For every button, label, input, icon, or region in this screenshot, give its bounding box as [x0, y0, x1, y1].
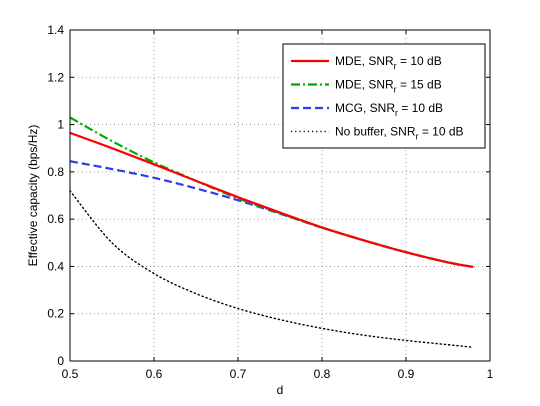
x-tick-label: 0.6 — [146, 367, 163, 381]
y-tick-label: 0.4 — [47, 259, 64, 273]
legend-entry-label: No buffer, SNRr = 10 dB — [335, 125, 464, 142]
legend-entry-label: MDE, SNRr = 10 dB — [335, 54, 442, 71]
axis-ticks: 0.5 0.6 0.7 0.8 0.9 1 0 0.2 0.4 0.6 0.8 1 1.2 1.4 — [47, 23, 493, 381]
y-tick-label: 0.8 — [47, 165, 64, 179]
x-tick-label: 0.7 — [230, 367, 247, 381]
y-tick-label: 0.2 — [47, 307, 64, 321]
x-tick-label: 1 — [487, 367, 494, 381]
x-tick-label: 0.9 — [398, 367, 415, 381]
series-line-1 — [69, 131, 474, 268]
y-tick-label: 1 — [57, 118, 64, 132]
legend-entry-label: MCG, SNRr = 10 dB — [335, 101, 443, 118]
y-tick-label: 1.4 — [47, 23, 64, 37]
y-tick-label: 0.6 — [47, 212, 64, 226]
y-tick-label: 1.2 — [47, 70, 64, 84]
plot-frame — [69, 29, 491, 362]
y-axis-label: Effective capacity (bps/Hz) — [26, 125, 40, 267]
x-tick-label: 0.8 — [314, 367, 331, 381]
series-line-4 — [69, 190, 474, 348]
y-tick-label: 0 — [57, 354, 64, 368]
legend-entry-label: MDE, SNRr = 15 dB — [335, 78, 442, 95]
x-tick-label: 0.5 — [62, 367, 79, 381]
series-layer — [69, 116, 474, 348]
legend: MDE, SNRr = 10 dB MDE, SNRr = 15 dB MCG, S… — [282, 43, 486, 149]
x-axis-label: d — [277, 383, 284, 397]
